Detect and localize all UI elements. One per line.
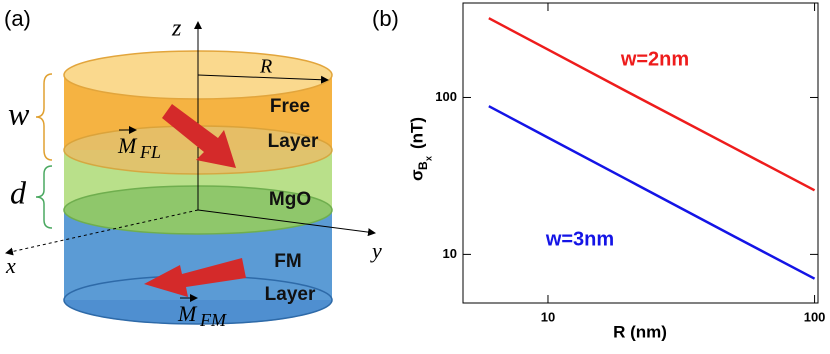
x-axis bbox=[5, 209, 199, 256]
thickness-label: d bbox=[10, 174, 27, 210]
y-tick-label: 10 bbox=[443, 246, 457, 261]
x-tick-label: 100 bbox=[804, 309, 826, 324]
thickness-label: w bbox=[8, 95, 30, 131]
panel-label: (b) bbox=[372, 6, 399, 31]
axis-label: x bbox=[5, 253, 16, 278]
y-tick-label: 100 bbox=[435, 89, 457, 104]
vector-subscript: FL bbox=[139, 142, 161, 162]
radius-line bbox=[197, 74, 329, 84]
y-label-subscript: B bbox=[416, 161, 430, 170]
y-axis-label: σ B x (nT) bbox=[407, 117, 433, 181]
series-label: w=2nm bbox=[620, 48, 689, 70]
layer-label: Free bbox=[270, 96, 310, 117]
y-label-unit: (nT) bbox=[407, 117, 426, 149]
y-axis bbox=[197, 209, 376, 237]
vector-subscript: FM bbox=[199, 310, 227, 330]
y-label-symbol: σ bbox=[407, 169, 426, 181]
axis-label: y bbox=[370, 238, 382, 263]
brace-w bbox=[35, 73, 53, 161]
x-axis-label: R (nm) bbox=[613, 322, 667, 341]
x-tick-label: 10 bbox=[541, 309, 555, 324]
panel-label: (a) bbox=[4, 6, 31, 31]
layer-label: Layer bbox=[268, 131, 319, 152]
series-line bbox=[488, 17, 816, 192]
plot-frame bbox=[462, 2, 819, 304]
layer-label: FM bbox=[274, 251, 301, 272]
series-label: w=3nm bbox=[545, 228, 614, 250]
panel-a: (a) z x y R w d Free Layer MgO FM Layer … bbox=[4, 6, 382, 330]
vector-symbol: M bbox=[177, 301, 198, 326]
brace-d bbox=[35, 165, 53, 229]
y-label-subscript: x bbox=[423, 156, 433, 161]
arrow-fm bbox=[144, 258, 246, 297]
layer-label: Layer bbox=[265, 284, 316, 305]
arrow-free bbox=[162, 104, 236, 168]
radius-label: R bbox=[259, 56, 272, 78]
vector-symbol: M bbox=[117, 133, 138, 158]
series-line bbox=[488, 105, 816, 280]
layer-label: MgO bbox=[269, 189, 311, 210]
axis-label: z bbox=[171, 16, 182, 42]
panel-b: (b) R (nm) σ B x (nT) 10 100 10 100 w=2nm w=3… bbox=[372, 2, 826, 341]
